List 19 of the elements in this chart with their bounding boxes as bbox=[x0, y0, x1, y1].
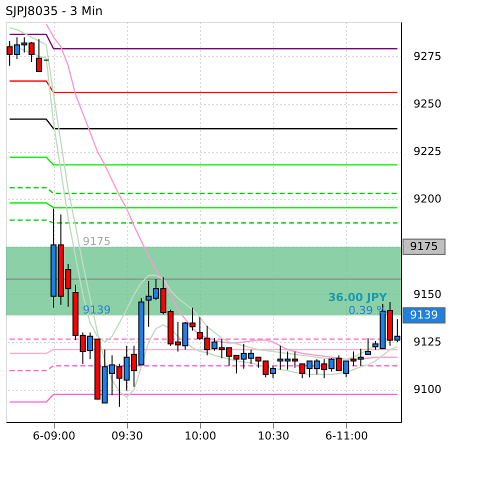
y-tick-label: 9225 bbox=[414, 145, 442, 158]
annotation: 9139 bbox=[410, 308, 438, 322]
y-tick-label: 9125 bbox=[414, 336, 442, 348]
annotation: 36.00 JPY bbox=[328, 291, 388, 304]
y-tick-label: 9150 bbox=[414, 288, 442, 301]
y-tick-label: 9200 bbox=[414, 192, 442, 206]
y-tick-label: 9250 bbox=[414, 97, 442, 110]
annotation: 9139 bbox=[82, 303, 111, 316]
chart-title: SJPJ8035 - 3 Min bbox=[6, 4, 103, 18]
x-tick-label: 6-09:00 bbox=[32, 430, 76, 442]
y-tick-label: 9275 bbox=[414, 50, 442, 63]
annotation: 9175 bbox=[410, 240, 438, 253]
annotation: 9175 bbox=[82, 234, 111, 248]
candlestick bbox=[365, 338, 372, 355]
x-tick-label: 10:30 bbox=[258, 430, 290, 442]
x-tick-label: 6-11:00 bbox=[325, 430, 368, 442]
x-tick-label: 09:30 bbox=[111, 430, 144, 442]
y-tick-label: 9100 bbox=[414, 383, 442, 396]
x-tick-label: 10:00 bbox=[184, 430, 216, 442]
